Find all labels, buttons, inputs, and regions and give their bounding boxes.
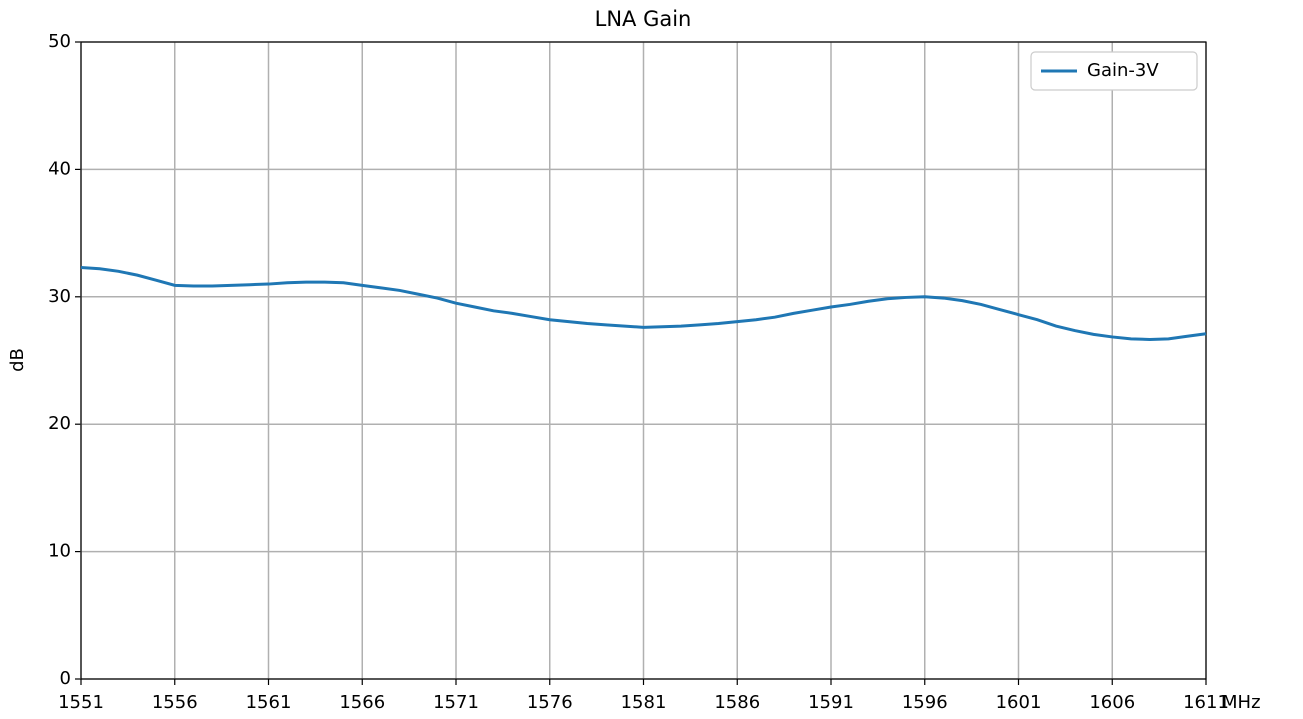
- x-axis-label: MHz: [1222, 692, 1261, 713]
- chart-title: LNA Gain: [595, 7, 692, 31]
- x-tick-label: 1606: [1089, 692, 1135, 713]
- x-tick-label: 1571: [433, 692, 479, 713]
- x-tick-label: 1551: [58, 692, 104, 713]
- legend-box: [1030, 51, 1198, 91]
- y-tick-label: 10: [48, 541, 71, 562]
- legend-label: Gain-3V: [1087, 60, 1159, 81]
- x-tick-label: 1601: [996, 692, 1042, 713]
- y-tick-label: 40: [48, 158, 71, 179]
- plot-frame: [80, 41, 1207, 680]
- y-tick-label: 50: [48, 31, 71, 52]
- x-tick-label: 1596: [902, 692, 948, 713]
- x-tick-label: 1581: [621, 692, 667, 713]
- y-tick-label: 20: [48, 413, 71, 434]
- y-axis-label: dB: [7, 348, 28, 372]
- y-tick-label: 30: [48, 286, 71, 307]
- x-tick-label: 1566: [339, 692, 385, 713]
- x-tick-label: 1576: [527, 692, 573, 713]
- x-tick-label: 1611: [1183, 692, 1229, 713]
- data-line: [80, 266, 1207, 341]
- x-tick-label: 1586: [714, 692, 760, 713]
- x-tick-label: 1561: [246, 692, 292, 713]
- x-tick-label: 1591: [808, 692, 854, 713]
- x-tick-label: 1556: [152, 692, 198, 713]
- y-tick-label: 0: [60, 668, 71, 689]
